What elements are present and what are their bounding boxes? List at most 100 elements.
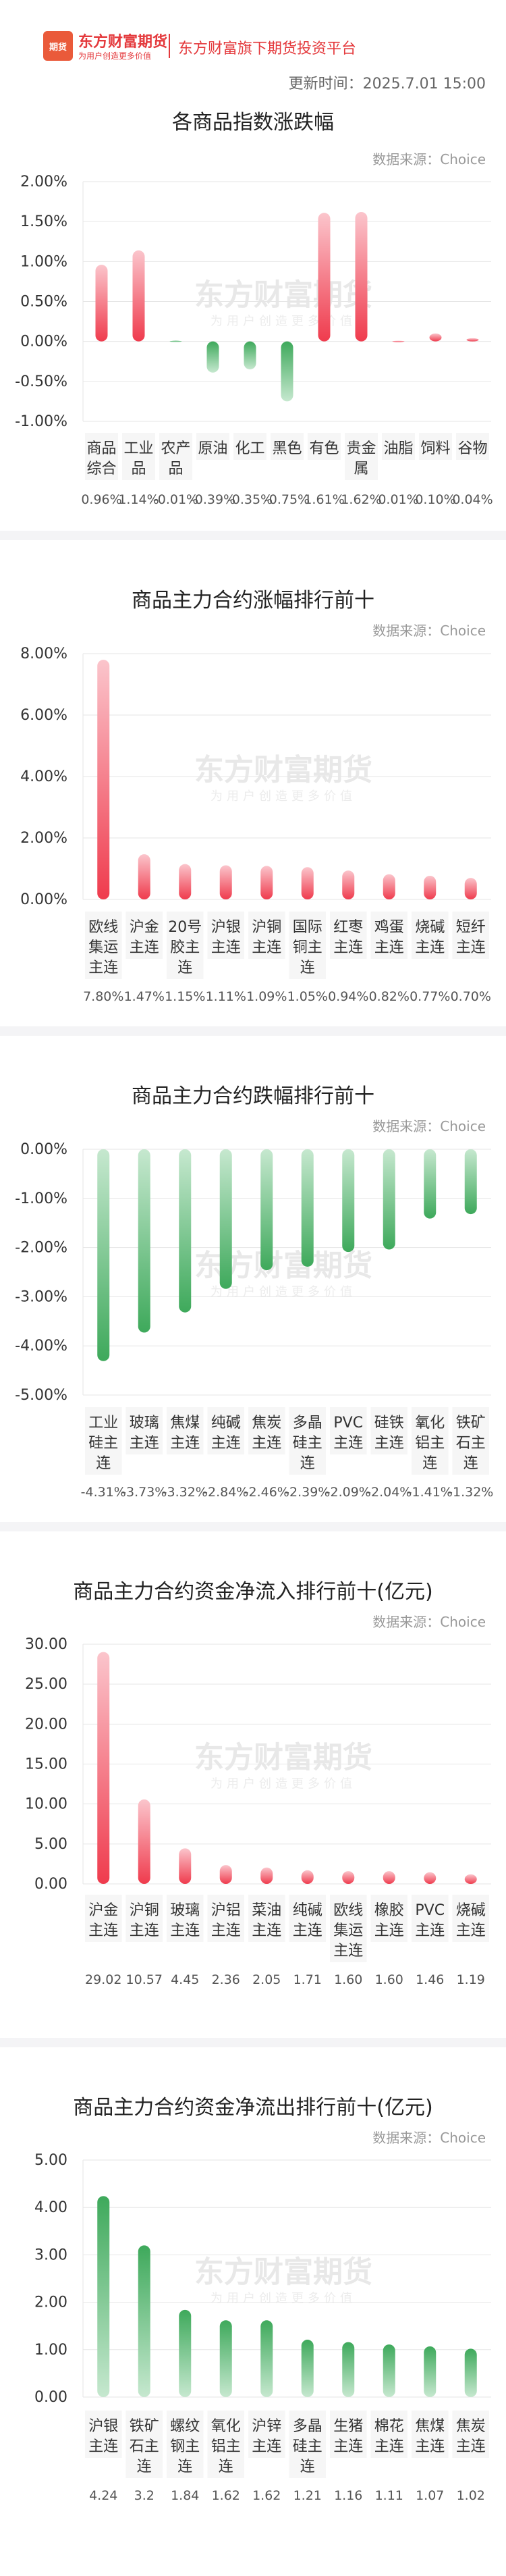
category-label: 主连	[211, 939, 241, 956]
category-label: 商品	[86, 440, 116, 457]
category-label: 工业	[123, 440, 153, 457]
chart-section-5: 商品主力合约资金净流出排行前十(亿元) 数据来源：Choice 东方财富期货 为用户创…	[0, 2047, 506, 2576]
category-label: PVC	[333, 1415, 363, 1431]
category-label: 连	[300, 960, 315, 976]
category-label: 欧线	[88, 919, 118, 936]
bar	[138, 854, 150, 899]
bar	[464, 878, 477, 899]
category-label-bg	[452, 2411, 489, 2458]
category-label-bg	[248, 1407, 285, 1454]
bar	[318, 213, 331, 342]
category-label: 贵金	[346, 440, 376, 457]
data-source-label: 数据来源：Choice	[372, 2130, 486, 2146]
y-tick-label: 3.00	[34, 2246, 67, 2263]
value-label: -2.46%	[244, 1485, 289, 1500]
category-label-bg	[207, 2411, 244, 2478]
category-label: 主连	[252, 1435, 281, 1452]
category-label: 钢主	[170, 2438, 200, 2455]
bar	[95, 265, 108, 342]
category-label: 氧化	[415, 1415, 445, 1431]
category-label: 黑色	[272, 440, 302, 457]
section-divider	[0, 531, 506, 540]
value-label: 1.11	[375, 2488, 403, 2503]
value-label: 7.80%	[83, 989, 123, 1004]
category-label-bg	[452, 1407, 489, 1475]
bar	[424, 2346, 437, 2397]
category-label: 集运	[88, 939, 118, 956]
bar	[97, 660, 110, 899]
category-label: 主连	[170, 1922, 200, 1939]
category-label-bg	[330, 2411, 367, 2458]
category-label-bg	[125, 912, 163, 959]
value-label: -4.31%	[81, 1485, 126, 1500]
chart-section-4: 商品主力合约资金净流入排行前十(亿元) 数据来源：Choice 东方财富期货 为用户创…	[0, 1531, 506, 2038]
category-label: 化工	[235, 440, 264, 457]
platform-name: 东方财富旗下期货投资平台	[178, 41, 357, 57]
category-label: 主连	[415, 939, 445, 956]
category-label: 主连	[293, 1922, 322, 1939]
bar	[464, 2348, 477, 2397]
watermark-subtext: 为用户创造更多价值	[210, 789, 356, 804]
category-label: 主连	[130, 1922, 159, 1939]
category-label: 主连	[252, 1922, 281, 1939]
y-tick-label: 4.00	[34, 2199, 67, 2216]
category-label: 谷物	[457, 440, 487, 457]
value-label: 1.07	[416, 2488, 444, 2503]
category-label-bg	[419, 433, 452, 460]
category-label: 连	[177, 2459, 192, 2475]
category-label: 连	[96, 1455, 111, 1472]
category-label-bg	[330, 912, 367, 959]
category-label-bg	[308, 433, 341, 460]
category-label: 主连	[170, 1435, 200, 1452]
value-label: 0.94%	[328, 989, 368, 1004]
bar	[260, 1149, 273, 1271]
category-label: 工业	[88, 1415, 118, 1431]
value-label: -0.01%	[153, 492, 198, 507]
category-label: 短纤	[456, 919, 486, 936]
bar	[219, 1149, 232, 1289]
category-label: 主连	[333, 2438, 363, 2455]
bar	[429, 333, 442, 342]
category-label: 多晶	[293, 1415, 322, 1431]
category-label: 铝主	[415, 1435, 445, 1452]
category-label: 沪银	[211, 919, 241, 936]
category-label-bg	[412, 1407, 449, 1475]
category-label: 20号	[168, 919, 202, 936]
category-label: 铜主	[293, 939, 322, 956]
value-label: 1.05%	[287, 989, 328, 1004]
value-label: -0.75%	[264, 492, 310, 507]
category-label: 硅主	[293, 1435, 322, 1452]
category-label: 主连	[333, 1435, 363, 1452]
bar	[383, 874, 395, 899]
chart-section-1: 各商品指数涨跌幅 数据来源：Choice 东方财富期货 为用户创造更多价值 2.00% 1…	[0, 92, 506, 531]
bar	[281, 341, 293, 402]
bar	[138, 1149, 150, 1333]
category-label: 国际	[293, 919, 322, 936]
bar	[301, 1870, 314, 1884]
category-label: 集运	[333, 1922, 363, 1939]
category-label: 主连	[88, 960, 118, 976]
category-label-bg	[289, 2411, 326, 2478]
category-label: 连	[300, 1455, 315, 1472]
value-label: 1.62	[252, 2488, 281, 2503]
category-label: 主连	[333, 939, 363, 956]
value-label: 1.09%	[246, 989, 287, 1004]
category-label-bg	[85, 2411, 122, 2458]
category-label: 主连	[456, 1922, 486, 1939]
category-label: 菜油	[252, 1902, 281, 1919]
section-divider	[0, 1522, 506, 1531]
value-label: 1.14%	[118, 492, 159, 507]
value-label: -2.09%	[326, 1485, 371, 1500]
y-tick-label: 5.00	[34, 2152, 67, 2169]
logo-icon: 期货	[43, 31, 73, 61]
category-label-bg	[248, 1895, 285, 1942]
category-label: 氧化	[211, 2418, 241, 2435]
bar	[138, 2245, 150, 2397]
category-label-bg	[85, 1895, 122, 1942]
category-label: 焦炭	[456, 2418, 486, 2435]
category-label-bg	[412, 912, 449, 959]
bar	[301, 2340, 314, 2397]
